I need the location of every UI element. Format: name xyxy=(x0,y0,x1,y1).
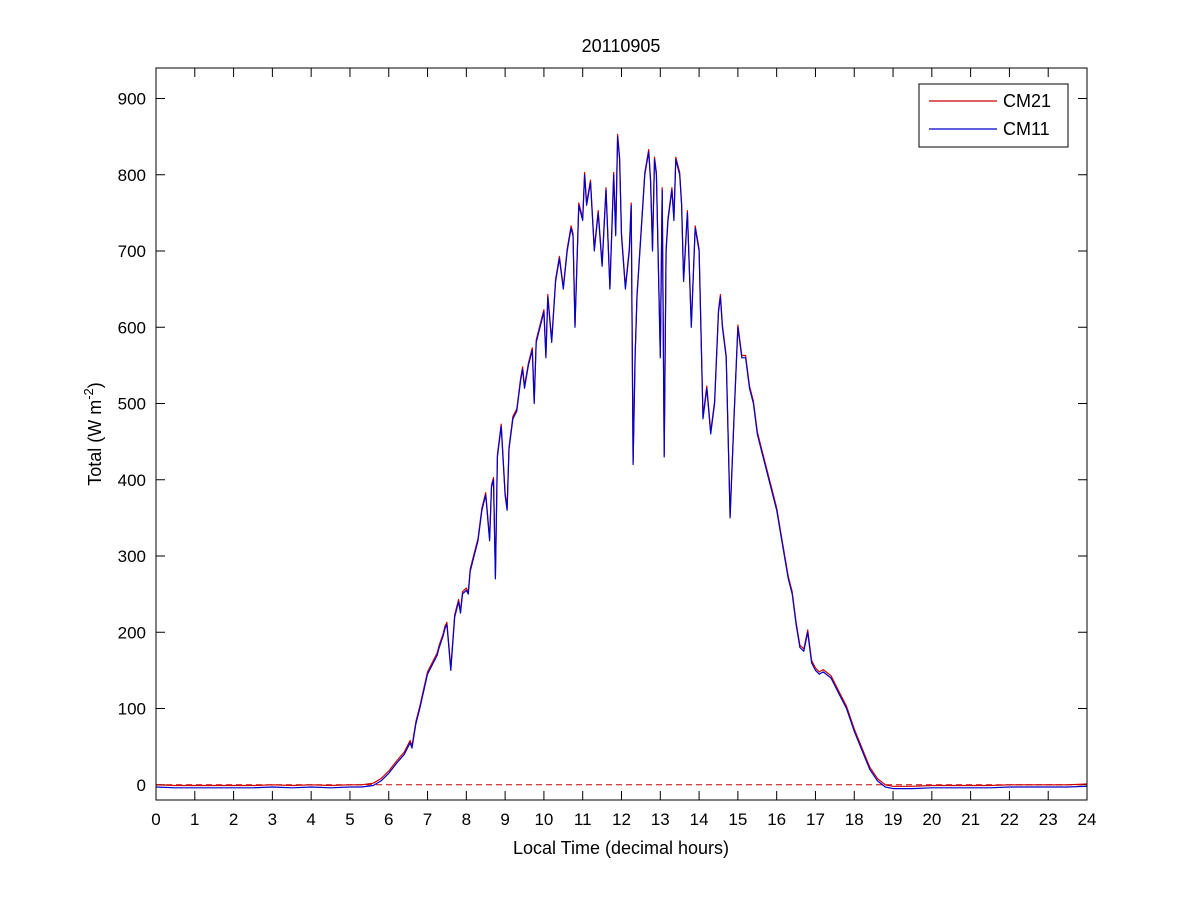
x-tick-label: 14 xyxy=(690,810,709,829)
legend-label-cm21: CM21 xyxy=(1003,91,1051,111)
x-tick-label: 19 xyxy=(884,810,903,829)
y-tick-label: 300 xyxy=(118,547,146,566)
x-tick-label: 1 xyxy=(190,810,199,829)
y-tick-label: 900 xyxy=(118,90,146,109)
x-tick-label: 7 xyxy=(423,810,432,829)
x-tick-label: 2 xyxy=(229,810,238,829)
legend-label-cm11: CM11 xyxy=(1003,119,1050,139)
y-tick-label: 800 xyxy=(118,166,146,185)
x-tick-label: 22 xyxy=(1000,810,1019,829)
x-tick-label: 12 xyxy=(612,810,631,829)
y-tick-label: 0 xyxy=(137,776,146,795)
legend: CM21 CM11 xyxy=(918,83,1069,148)
y-tick-label: 400 xyxy=(118,471,146,490)
y-axis: 0 100 200 300 400 500 600 700 800 900 xyxy=(118,90,1087,795)
x-tick-label: 9 xyxy=(500,810,509,829)
y-tick-label: 700 xyxy=(118,242,146,261)
y-tick-label: 500 xyxy=(118,395,146,414)
x-tick-label: 15 xyxy=(728,810,747,829)
x-tick-label: 8 xyxy=(462,810,471,829)
x-axis: 0 1 2 3 4 5 6 7 8 9 10 11 12 13 14 15 16 17 18 19 20 21 22 23 24 xyxy=(151,68,1096,829)
x-tick-label: 11 xyxy=(574,810,592,829)
x-tick-label: 3 xyxy=(268,810,277,829)
x-tick-label: 23 xyxy=(1039,810,1058,829)
x-tick-label: 16 xyxy=(767,810,786,829)
y-tick-label: 600 xyxy=(118,318,146,337)
x-tick-label: 20 xyxy=(922,810,941,829)
x-tick-label: 4 xyxy=(306,810,315,829)
x-axis-label: Local Time (decimal hours) xyxy=(513,838,729,858)
x-tick-label: 13 xyxy=(651,810,670,829)
x-tick-label: 10 xyxy=(534,810,553,829)
plot-area xyxy=(156,68,1087,800)
chart-title: 20110905 xyxy=(582,36,661,56)
x-tick-label: 5 xyxy=(345,810,354,829)
x-tick-label: 24 xyxy=(1078,810,1097,829)
plot-frame xyxy=(155,67,1088,801)
y-tick-label: 200 xyxy=(118,623,146,642)
series-lines xyxy=(155,133,1088,790)
series-line-cm11 xyxy=(155,136,1088,790)
x-tick-label: 0 xyxy=(151,810,160,829)
x-tick-label: 6 xyxy=(384,810,393,829)
legend-box xyxy=(918,83,1069,148)
y-axis-label: Total (W m-2) xyxy=(81,382,105,486)
x-tick-label: 18 xyxy=(845,810,864,829)
x-tick-label: 21 xyxy=(961,810,980,829)
x-tick-label: 17 xyxy=(806,810,825,829)
y-tick-label: 100 xyxy=(118,700,146,719)
